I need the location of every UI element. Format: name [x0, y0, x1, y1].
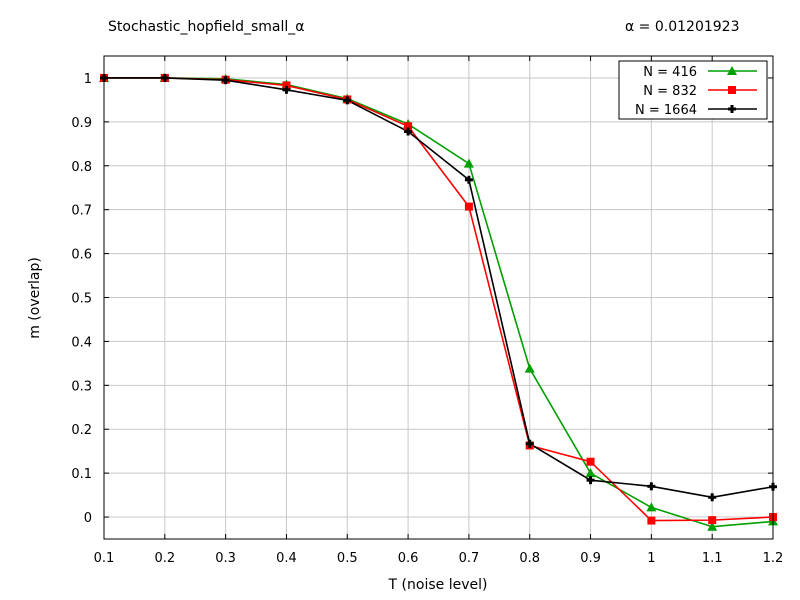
- series-3-point: [160, 73, 169, 82]
- legend: N = 416 N = 832 N = 1664: [618, 60, 768, 120]
- series-1-point: [585, 468, 596, 478]
- y-tick-label: 0.8: [71, 160, 92, 175]
- series-2-point: [282, 81, 291, 90]
- series-line-1: [104, 77, 774, 528]
- x-tick-label: 0.1: [94, 551, 115, 566]
- x-tick-label: 0.6: [398, 551, 419, 566]
- series-3-point: [221, 76, 230, 85]
- y-tick-label: 0.5: [71, 292, 92, 307]
- legend-entry-label: N = 832: [643, 84, 697, 99]
- grid: [103, 56, 774, 539]
- y-tick-label: 0.6: [71, 248, 92, 263]
- y-tick-label: 0: [84, 511, 92, 526]
- y-tick-label: 1: [84, 72, 92, 87]
- x-tick-label: 0.3: [215, 551, 236, 566]
- y-tick-label: 0.3: [71, 379, 92, 394]
- series-3-point: [647, 482, 656, 491]
- y-tick-label: 0.2: [71, 423, 92, 438]
- series-1-point: [463, 158, 474, 168]
- plot-frame: [103, 55, 774, 540]
- x-tick-label: 1.2: [763, 551, 784, 566]
- series-3-point: [464, 175, 473, 184]
- x-tick-label: 0.5: [337, 551, 358, 566]
- legend-marker-1: [727, 66, 737, 75]
- x-tick-label: 1.1: [702, 551, 723, 566]
- series-3-point: [708, 493, 717, 502]
- series-3-point: [282, 85, 291, 94]
- series-lines: [104, 77, 774, 528]
- y-tick-label: 0.4: [71, 335, 92, 350]
- x-tick-label: 0.9: [580, 551, 601, 566]
- y-tick-label: 0.1: [71, 467, 92, 482]
- y-axis-ticks: 0 0.1 0.2 0.3 0.4 0.5 0.6 0.7 0.8 0.9 1: [71, 72, 773, 526]
- x-tick-label: 0.8: [519, 551, 540, 566]
- series-2-point: [404, 122, 413, 131]
- series-1-point: [707, 521, 718, 531]
- series-3-point: [525, 439, 534, 448]
- x-axis-label: T (noise level): [388, 577, 488, 593]
- series-2-point: [464, 202, 473, 211]
- series-markers: [99, 72, 778, 531]
- x-tick-label: 0.7: [459, 551, 480, 566]
- series-1-point: [646, 502, 657, 512]
- x-axis-ticks: 0.1 0.2 0.3 0.4 0.5 0.6 0.7 0.8 0.9 1 1.1 1.2: [94, 56, 784, 566]
- chart-title: Stochastic_hopfield_small_α: [108, 19, 305, 35]
- series-3-point: [343, 96, 352, 105]
- legend-entry-label: N = 1664: [635, 103, 697, 118]
- series-2-point: [647, 516, 656, 525]
- y-tick-label: 0.9: [71, 116, 92, 131]
- series-2-point: [586, 457, 595, 466]
- x-tick-label: 0.4: [276, 551, 297, 566]
- y-axis-label: m (overlap): [27, 257, 43, 339]
- series-3-point: [586, 476, 595, 485]
- legend-marker-2: [728, 86, 736, 94]
- series-1-point: [524, 363, 535, 373]
- series-2-point: [708, 516, 717, 525]
- legend-entry-label: N = 416: [643, 65, 697, 80]
- legend-marker-3: [728, 105, 736, 113]
- x-tick-label: 1: [647, 551, 655, 566]
- chart-subtitle: α = 0.01201923: [625, 19, 739, 35]
- x-tick-label: 0.2: [154, 551, 175, 566]
- series-line-3: [104, 77, 774, 499]
- y-tick-label: 0.7: [71, 204, 92, 219]
- series-3-point: [404, 127, 413, 136]
